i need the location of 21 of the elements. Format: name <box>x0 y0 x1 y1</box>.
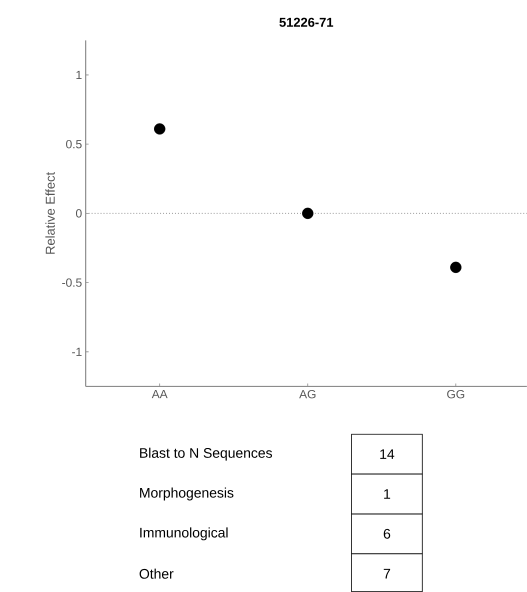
text: 6 <box>384 528 390 539</box>
x-tick-label: GG <box>446 390 464 398</box>
text: Immunological <box>140 527 228 540</box>
text: 7 <box>384 568 390 578</box>
y-tick-label: 0 <box>76 209 82 218</box>
y-tick-label: 1 <box>76 70 82 80</box>
text: 14 <box>380 449 394 459</box>
text: Other <box>139 568 174 579</box>
chart-title: 51226-71 <box>279 18 333 27</box>
text: Morphogenesis <box>140 488 234 500</box>
y-tick-label: -0.5 <box>62 278 82 287</box>
text: Blast to N Sequences <box>140 448 272 461</box>
text: 1 <box>384 489 390 499</box>
point <box>154 123 166 135</box>
x-tick-label: AA <box>152 390 168 398</box>
y-axis-title: Relative Effect <box>45 172 55 254</box>
x-tick-label: AG <box>298 390 316 398</box>
y-tick-label: -1 <box>72 348 82 356</box>
point <box>450 262 462 274</box>
y-tick-label: 0.5 <box>66 140 82 148</box>
point <box>302 208 314 220</box>
